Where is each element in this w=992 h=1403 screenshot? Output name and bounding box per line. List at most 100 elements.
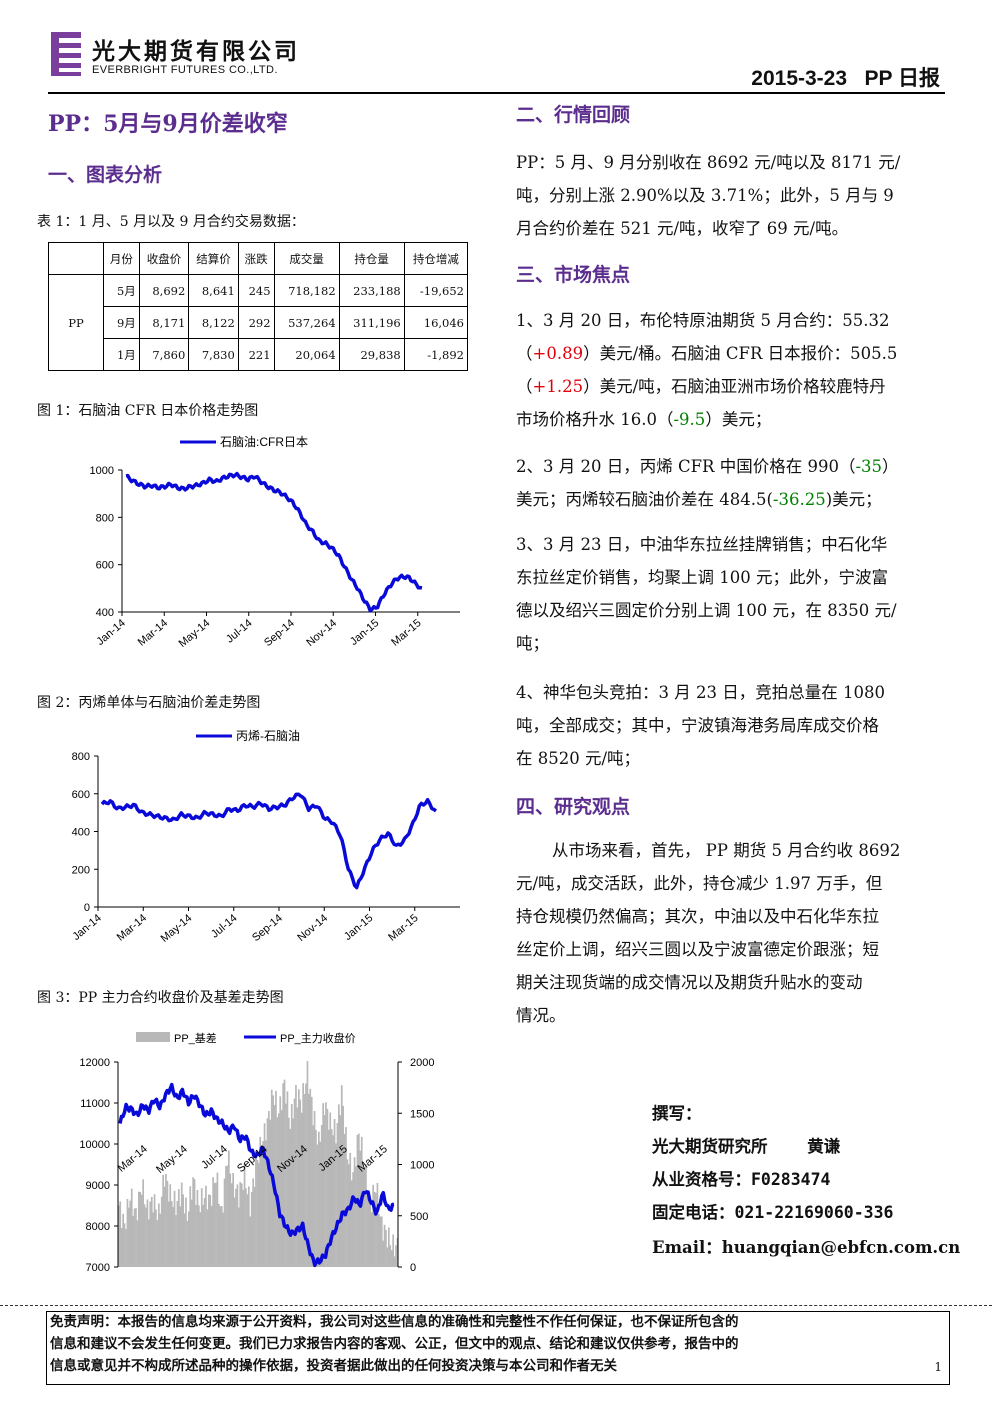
basis-bar: [125, 1229, 127, 1267]
x-tick-label: May-14: [154, 1143, 190, 1176]
basis-bar: [339, 1115, 342, 1267]
basis-bar: [373, 1192, 376, 1267]
basis-bar: [269, 1119, 272, 1267]
basis-bar: [369, 1200, 372, 1267]
table-cell: 1月: [103, 338, 140, 371]
table-header-cell: 收盘价: [138, 242, 190, 275]
table-cell: 221: [237, 338, 275, 371]
basis-bar: [259, 1136, 262, 1267]
basis-bar: [376, 1183, 379, 1267]
basis-bar: [300, 1112, 303, 1267]
basis-bar: [393, 1256, 396, 1267]
view-line: 从市场来看，首先， PP 期货 5 月合约收 8692: [552, 841, 901, 860]
table-cell: 29,838: [338, 338, 405, 371]
basis-bar: [325, 1102, 327, 1267]
pp-close-basis-chart: PP_基差 PP_主力收盘价700080009000100001100012000…: [79, 1031, 434, 1274]
basis-bar: [148, 1219, 150, 1267]
y-left-tick-label: 10000: [79, 1139, 110, 1151]
basis-bar: [312, 1125, 314, 1267]
series-line: [125, 471, 423, 613]
basis-bar: [136, 1220, 139, 1267]
table-cell: 8,171: [138, 306, 190, 339]
series-line: [118, 1082, 395, 1268]
basis-bar: [180, 1182, 183, 1267]
focus-item-4: 4、神华包头竞拍：3 月 23 日，竞拍总量在 1080 吨，全部成交；其中，宁…: [516, 676, 956, 775]
basis-bar: [386, 1247, 389, 1267]
basis-bar: [338, 1104, 340, 1267]
focus-item-3: 3、3 月 23 日，中油华东拉丝挂牌销售；中石化华 东拉丝定价销售，均聚上调 …: [516, 528, 956, 660]
x-tick-label: Jul-14: [209, 912, 240, 940]
x-tick-label: Mar-14: [136, 617, 170, 649]
x-tick-label: Nov-14: [295, 912, 330, 944]
change-value-down: -36.25: [772, 490, 826, 509]
legend-label: 丙烯-石脑油: [236, 729, 300, 743]
basis-bar: [322, 1103, 324, 1267]
focus-item-1: 1、3 月 20 日，布伦特原油期货 5 月合约：55.32 （+0.89）美元…: [516, 304, 956, 436]
table-header-cell: 结算价: [188, 242, 239, 275]
focus-line: 东拉丝定价销售，均聚上调 100 元；此外，宁波富: [516, 568, 888, 587]
basis-bar: [126, 1199, 129, 1267]
basis-bar: [150, 1197, 153, 1267]
contract-data-table: 月份 收盘价 结算价 涨跌 成交量 持仓量 持仓增减 PP 5月 8,692 8…: [48, 242, 469, 371]
basis-bar: [165, 1174, 167, 1267]
fig1-caption: 图 1：石脑油 CFR 日本价格走势图: [37, 403, 259, 419]
table-cell: 718,182: [273, 274, 340, 307]
y-tick-label: 400: [96, 607, 114, 619]
x-tick-label: Sep-14: [250, 912, 285, 944]
basis-bar: [215, 1182, 217, 1267]
basis-bar: [205, 1185, 207, 1267]
basis-bar: [129, 1200, 132, 1267]
basis-bar: [335, 1143, 337, 1267]
basis-bar: [142, 1179, 144, 1267]
table-cell: 5月: [103, 274, 140, 307]
basis-bar: [343, 1134, 346, 1267]
basis-bar: [249, 1216, 252, 1267]
basis-bar: [378, 1214, 380, 1267]
basis-bar: [190, 1199, 193, 1267]
x-tick-label: May-14: [177, 617, 213, 650]
text-fragment: ）美元/吨，石脑油亚洲市场价格较鹿特丹: [583, 377, 886, 396]
basis-bar: [128, 1207, 130, 1267]
x-tick-label: Jan-14: [70, 912, 103, 943]
basis-bar: [326, 1109, 329, 1267]
basis-bar: [145, 1207, 147, 1267]
focus-line: （+0.89）美元/桶。石脑油 CFR 日本报价：505.5: [516, 337, 956, 370]
page-number: 1: [934, 1360, 942, 1374]
change-value-up: +1.25: [532, 377, 584, 396]
basis-bar: [363, 1167, 366, 1267]
company-name-en: EVERBRIGHT FUTURES CO.,LTD.: [92, 64, 278, 76]
table-cell: 7,860: [138, 338, 190, 371]
basis-bar: [306, 1061, 309, 1267]
basis-bar: [146, 1199, 149, 1267]
basis-bar: [392, 1234, 394, 1267]
focus-line: 1、3 月 20 日，布伦特原油期货 5 月合约：55.32: [516, 311, 890, 330]
review-line: 吨，分别上涨 2.90%以及 3.71%；此外，5 月与 9: [516, 186, 894, 205]
basis-bar: [260, 1151, 263, 1267]
basis-bar: [172, 1207, 174, 1267]
basis-bar: [285, 1103, 287, 1267]
basis-bar: [276, 1117, 279, 1267]
basis-bar: [308, 1093, 310, 1267]
basis-bar: [210, 1205, 213, 1267]
basis-bar: [143, 1204, 146, 1267]
text-fragment: 美元；丙烯较石脑油价差在 484.5(: [516, 490, 773, 509]
basis-bar: [303, 1094, 306, 1267]
basis-bar: [342, 1105, 344, 1267]
y-left-tick-label: 9000: [86, 1180, 110, 1192]
basis-bar: [183, 1213, 186, 1267]
disclaimer-box: [46, 1311, 950, 1385]
y-right-tick-label: 500: [410, 1211, 428, 1223]
basis-bar: [315, 1129, 317, 1267]
x-tick-label: Sep-14: [262, 617, 297, 649]
basis-bar: [388, 1227, 390, 1267]
basis-bar: [233, 1197, 236, 1267]
basis-bar: [368, 1190, 370, 1267]
basis-bar: [375, 1192, 377, 1267]
basis-bar: [298, 1089, 300, 1267]
basis-bar: [193, 1179, 196, 1267]
basis-bar: [345, 1127, 347, 1267]
basis-bar: [336, 1123, 339, 1267]
basis-bar: [163, 1186, 166, 1267]
basis-bar: [173, 1190, 176, 1267]
y-right-tick-label: 1500: [410, 1108, 434, 1120]
